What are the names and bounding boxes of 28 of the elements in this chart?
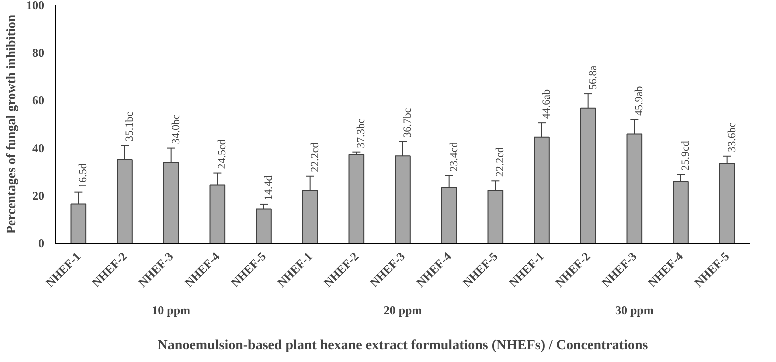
y-axis-title: Percentages of fungal growth inhibition — [4, 14, 18, 234]
data-label: 45.9ab — [634, 86, 646, 116]
x-axis-title: Nanoemulsion-based plant hexane extract formulations (NHEFs) / Concentrations — [158, 338, 649, 354]
y-tick-label: 20 — [32, 188, 44, 203]
data-label: 22.2cd — [494, 147, 507, 178]
text: 20 ppm — [384, 304, 422, 318]
data-label: 44.6ab — [541, 88, 553, 120]
bar — [256, 208, 272, 244]
data-label: 35.1bc — [124, 112, 136, 142]
data-label: 23.4cd — [448, 142, 460, 172]
data-label: 22.2cd — [309, 142, 322, 172]
data-label: 37.3bc — [356, 118, 368, 148]
y-tick-label: 40 — [32, 141, 44, 156]
data-label: 16.5d — [78, 163, 90, 188]
data-label: 24.5cd — [216, 139, 229, 170]
data-label: 25.9cd — [680, 140, 692, 171]
text: 30 ppm — [615, 304, 654, 318]
y-tick-label: 0 — [38, 236, 44, 250]
y-tick-label: 80 — [32, 46, 44, 60]
data-label: 34.0bc — [170, 114, 182, 144]
bar — [348, 154, 365, 244]
data-label: 14.4d — [263, 175, 275, 200]
data-label: 33.6bc — [726, 122, 738, 152]
data-label: 56.8a — [587, 66, 600, 90]
y-tick-label: 60 — [32, 94, 44, 108]
data-label: 36.7bc — [402, 108, 414, 138]
text: 10 ppm — [152, 304, 191, 318]
y-tick-label: 100 — [26, 0, 44, 12]
